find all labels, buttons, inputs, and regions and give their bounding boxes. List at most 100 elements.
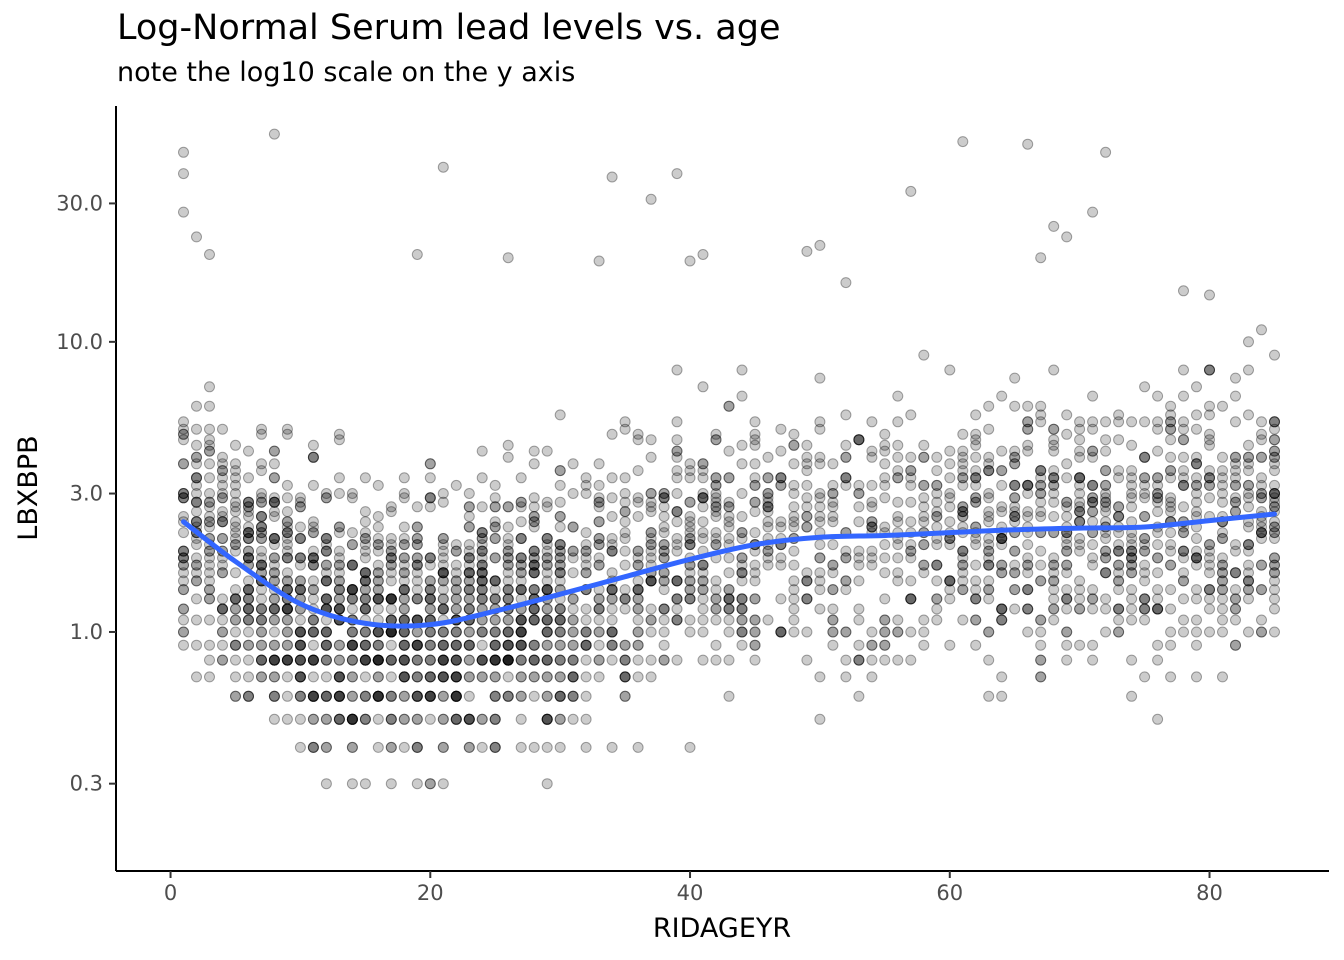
data-point [775, 559, 787, 571]
data-point [268, 603, 280, 615]
data-point [346, 584, 358, 596]
data-point [697, 527, 709, 539]
data-point [892, 472, 904, 484]
data-point [528, 639, 540, 651]
data-point [1113, 434, 1125, 446]
data-point [411, 639, 423, 651]
data-point [424, 690, 436, 702]
data-point [996, 501, 1008, 513]
data-point [191, 575, 202, 587]
data-point [411, 533, 423, 544]
data-point [294, 690, 306, 702]
data-point [1152, 479, 1164, 491]
data-point [307, 479, 319, 491]
data-point [710, 511, 722, 522]
data-point [385, 593, 397, 605]
data-point [346, 654, 358, 666]
data-point [359, 654, 371, 666]
data-point [788, 439, 800, 451]
data-point [1061, 428, 1073, 440]
data-point [1035, 626, 1047, 638]
data-point [1061, 603, 1073, 615]
data-point [1165, 559, 1177, 571]
data-point [450, 690, 462, 702]
data-point [801, 521, 813, 533]
data-point [333, 584, 345, 596]
data-point [710, 603, 722, 615]
data-point [359, 567, 371, 579]
data-point [957, 552, 969, 564]
data-point [905, 185, 917, 197]
data-point [385, 654, 397, 666]
data-point [359, 533, 371, 544]
data-point [411, 533, 423, 544]
data-point [333, 603, 345, 615]
data-point [1048, 439, 1060, 451]
data-point [450, 690, 462, 702]
data-point [411, 671, 423, 683]
data-point [450, 567, 462, 579]
data-point [1256, 533, 1267, 544]
data-point [1009, 400, 1021, 412]
data-point [879, 539, 891, 551]
data-point [515, 713, 527, 725]
data-point [281, 654, 293, 666]
data-point [450, 603, 462, 615]
data-point [1269, 593, 1280, 605]
data-point [1256, 416, 1267, 428]
data-point [359, 654, 371, 666]
data-point [450, 654, 462, 666]
data-point [866, 416, 878, 428]
data-point [385, 545, 397, 557]
data-point [307, 552, 319, 564]
data-point [333, 654, 345, 666]
data-point [437, 567, 449, 579]
data-point [619, 496, 631, 508]
data-point [372, 584, 384, 596]
data-point [710, 639, 722, 651]
data-point [515, 614, 527, 626]
data-point [476, 501, 488, 513]
data-point [294, 533, 306, 544]
data-point [502, 614, 514, 626]
data-point [502, 654, 514, 666]
data-point [554, 539, 566, 551]
data-point [892, 496, 904, 508]
data-point [398, 533, 410, 544]
data-point [450, 654, 462, 666]
data-point [424, 584, 436, 596]
data-point [1087, 654, 1099, 666]
data-point [204, 472, 215, 484]
data-point [437, 639, 449, 651]
data-point [502, 654, 514, 666]
data-point [671, 593, 683, 605]
data-point [1061, 626, 1073, 638]
data-point [437, 567, 449, 579]
data-point [191, 614, 202, 626]
data-point [411, 654, 423, 666]
data-point [398, 654, 410, 666]
data-point [749, 496, 761, 508]
data-point [437, 496, 449, 508]
data-point [1087, 506, 1099, 518]
data-point [204, 439, 215, 451]
data-point [346, 713, 358, 725]
data-point [541, 533, 553, 544]
data-point [541, 654, 553, 666]
data-point [333, 567, 345, 579]
data-point [268, 496, 280, 508]
data-point [281, 423, 293, 435]
data-point [1217, 472, 1228, 484]
data-point [645, 614, 657, 626]
data-point [230, 533, 241, 544]
data-point [359, 626, 371, 638]
data-point [256, 671, 267, 683]
data-point [411, 539, 423, 551]
data-point [1009, 492, 1021, 504]
data-point [256, 492, 267, 504]
data-point [1230, 614, 1241, 626]
data-point [1139, 603, 1151, 615]
data-point [814, 372, 826, 384]
data-point [191, 671, 202, 683]
data-point [1048, 220, 1060, 232]
